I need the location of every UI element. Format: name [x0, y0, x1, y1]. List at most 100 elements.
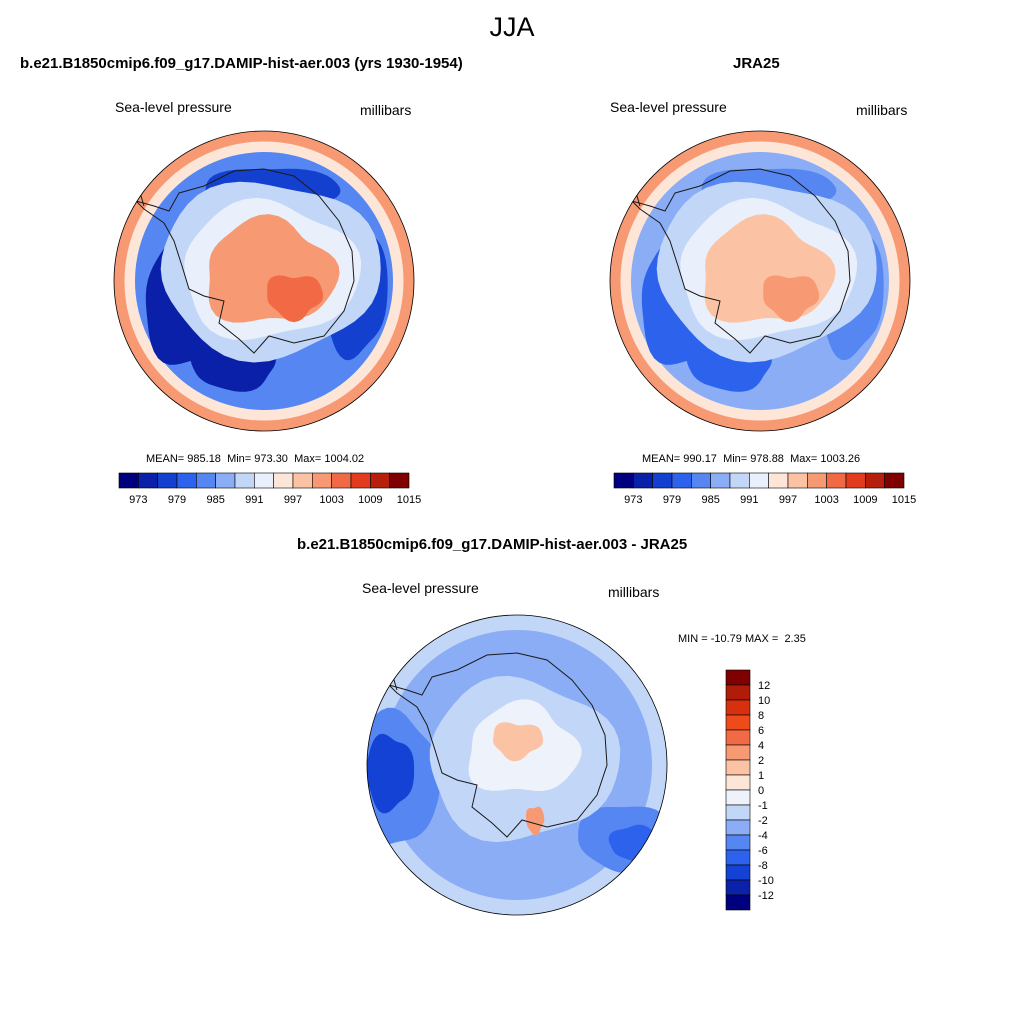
diff-colorbar-box-12	[725, 849, 751, 866]
obs-antarctica-coastline	[630, 168, 851, 354]
model-mean-value: 985.18	[187, 453, 221, 465]
obs-min-label: Min=	[723, 453, 748, 465]
obs-colorbar-box-0	[613, 472, 634, 489]
obs-colorbar-box-11	[826, 472, 847, 489]
diff-colorbar-box-1	[725, 684, 751, 701]
model-colorbar-box-12	[350, 472, 371, 489]
model-colorbar-tick-3: 991	[245, 494, 263, 506]
diff-colorbar-box-10	[725, 819, 751, 836]
diff-units-label: millibars	[608, 584, 660, 600]
obs-map-border	[609, 130, 911, 432]
model-antarctica-coastline	[134, 168, 355, 354]
model-stats: MEAN= 985.18 Min= 973.30 Max= 1004.02	[146, 453, 364, 465]
model-colorbar-box-3	[176, 472, 197, 489]
obs-colorbar-tick-5: 1003	[814, 494, 838, 506]
obs-colorbar-tick-3: 991	[740, 494, 758, 506]
obs-map-field	[610, 131, 910, 431]
diff-colorbar-box-4	[725, 729, 751, 746]
model-colorbar-tick-7: 1015	[397, 494, 421, 506]
obs-stats: MEAN= 990.17 Min= 978.88 Max= 1003.26	[642, 453, 860, 465]
model-colorbar-tick-5: 1003	[319, 494, 343, 506]
model-high-core-2	[236, 236, 279, 267]
diff-colorbar-tick-8: -1	[758, 800, 768, 812]
model-colorbar-box-11	[331, 472, 352, 489]
diff-interior-spot	[526, 806, 545, 836]
model-min-label: Min=	[227, 453, 252, 465]
model-colorbar-tick-6: 1009	[358, 494, 382, 506]
diff-colorbar-tick-13: -10	[758, 875, 774, 887]
obs-panel-title: JRA25	[733, 55, 780, 72]
obs-variable-label: Sea-level pressure	[610, 99, 727, 115]
diff-colorbar-box-11	[725, 834, 751, 851]
obs-colorbar-tick-4: 997	[779, 494, 797, 506]
obs-colorbar-box-1	[633, 472, 653, 489]
diff-colorbar-tick-2: 8	[758, 710, 764, 722]
diff-colorbar-tick-7: 0	[758, 785, 764, 797]
model-colorbar-box-2	[157, 472, 178, 489]
obs-colorbar-tick-0: 973	[624, 494, 642, 506]
obs-colorbar-box-13	[865, 472, 885, 489]
diff-colorbar-box-14	[725, 879, 751, 896]
model-mean-label: MEAN=	[146, 453, 185, 465]
obs-colorbar-box-7	[749, 472, 769, 489]
obs-colorbar-tick-2: 985	[701, 494, 719, 506]
diff-colorbar-box-13	[725, 864, 751, 881]
diff-colorbar-tick-5: 2	[758, 755, 764, 767]
model-panel-title: b.e21.B1850cmip6.f09_g17.DAMIP-hist-aer.…	[20, 55, 463, 72]
obs-colorbar-box-5	[710, 472, 731, 489]
diff-panel-title: b.e21.B1850cmip6.f09_g17.DAMIP-hist-aer.…	[297, 536, 688, 553]
diff-map-border	[366, 614, 668, 916]
model-colorbar-box-10	[312, 472, 332, 489]
obs-colorbar-tick-7: 1015	[892, 494, 916, 506]
model-units-label: millibars	[360, 102, 412, 118]
obs-colorbar-box-10	[807, 472, 827, 489]
obs-colorbar-box-2	[652, 472, 673, 489]
diff-colorbar-box-6	[725, 759, 751, 776]
diff-colorbar-box-5	[725, 744, 751, 761]
obs-mean-label: MEAN=	[642, 453, 681, 465]
model-max-value: 1004.02	[324, 453, 365, 465]
diff-colorbar-tick-12: -8	[758, 860, 768, 872]
model-high-core	[267, 275, 324, 323]
model-colorbar-box-7	[254, 472, 274, 489]
obs-colorbar-tick-6: 1009	[853, 494, 877, 506]
obs-colorbar-box-14	[884, 472, 905, 489]
diff-colorbar-tick-11: -6	[758, 845, 768, 857]
diff-colorbar-tick-10: -4	[758, 830, 768, 842]
model-colorbar-box-6	[234, 472, 255, 489]
diff-colorbar-box-8	[725, 789, 751, 806]
diff-colorbar-tick-3: 6	[758, 725, 764, 737]
model-colorbar-box-8	[273, 472, 294, 489]
obs-units-label: millibars	[856, 102, 908, 118]
model-colorbar-tick-4: 997	[284, 494, 302, 506]
diff-stats: MIN = -10.79 MAX = 2.35	[678, 633, 806, 645]
model-min-value: 973.30	[254, 453, 288, 465]
obs-colorbar-box-4	[691, 472, 711, 489]
diff-max-value: 2.35	[784, 633, 806, 645]
obs-colorbar-box-8	[768, 472, 789, 489]
model-colorbar-tick-1: 979	[168, 494, 186, 506]
obs-colorbar-box-6	[729, 472, 750, 489]
model-colorbar-box-5	[215, 472, 236, 489]
obs-min-value: 978.88	[750, 453, 784, 465]
diff-max-label: MAX =	[744, 633, 779, 645]
diff-colorbar-tick-6: 1	[758, 770, 764, 782]
model-colorbar-box-0	[118, 472, 139, 489]
obs-max-value: 1003.26	[820, 453, 861, 465]
diff-low-bellingshausen-core	[367, 733, 415, 814]
obs-high-core-2	[732, 236, 775, 267]
model-colorbar-box-9	[292, 472, 313, 489]
diff-colorbar-box-15	[725, 894, 751, 911]
diff-map-field	[367, 615, 667, 915]
model-max-label: Max=	[294, 453, 322, 465]
obs-colorbar-box-12	[845, 472, 866, 489]
obs-high-core	[763, 275, 820, 323]
diff-variable-label: Sea-level pressure	[362, 580, 479, 596]
diff-colorbar-box-0	[725, 669, 751, 686]
diff-colorbar-tick-0: 12	[758, 680, 770, 692]
diff-colorbar-tick-4: 4	[758, 740, 764, 752]
obs-colorbar-tick-1: 979	[663, 494, 681, 506]
diff-colorbar-tick-14: -12	[758, 890, 774, 902]
diff-antarctica-coastline	[387, 652, 608, 838]
